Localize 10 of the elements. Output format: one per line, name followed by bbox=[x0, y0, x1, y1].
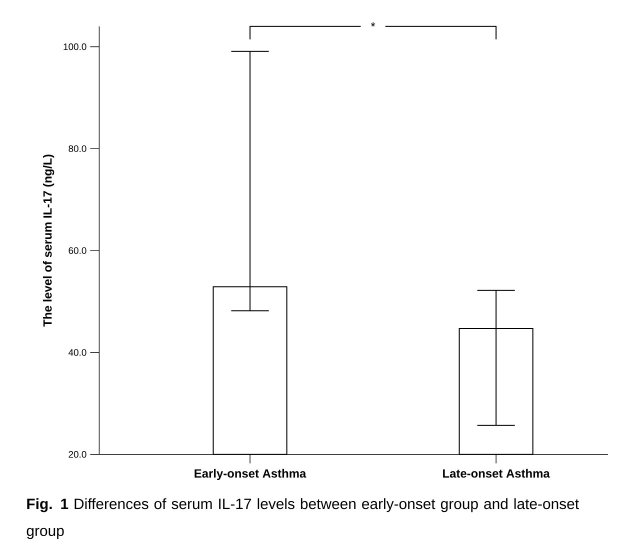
y-axis-title: The level of serum IL-17 (ng/L) bbox=[42, 154, 54, 327]
y-tick-label: 60.0 bbox=[68, 247, 86, 254]
x-tick-label: Late-onset Asthma bbox=[443, 468, 550, 478]
x-tick-label: Early-onset Asthma bbox=[194, 468, 306, 480]
annotation: * bbox=[370, 22, 376, 26]
y-tick-label: 80.0 bbox=[68, 145, 86, 152]
y-tick-label: 100.0 bbox=[64, 43, 86, 50]
y-tick-label: 20.0 bbox=[68, 451, 86, 458]
y-tick-label: 40.0 bbox=[68, 349, 86, 356]
text: Fig. 1 Differences of serum IL-17 levels between early-onset group and late-onset group bbox=[26, 498, 579, 540]
